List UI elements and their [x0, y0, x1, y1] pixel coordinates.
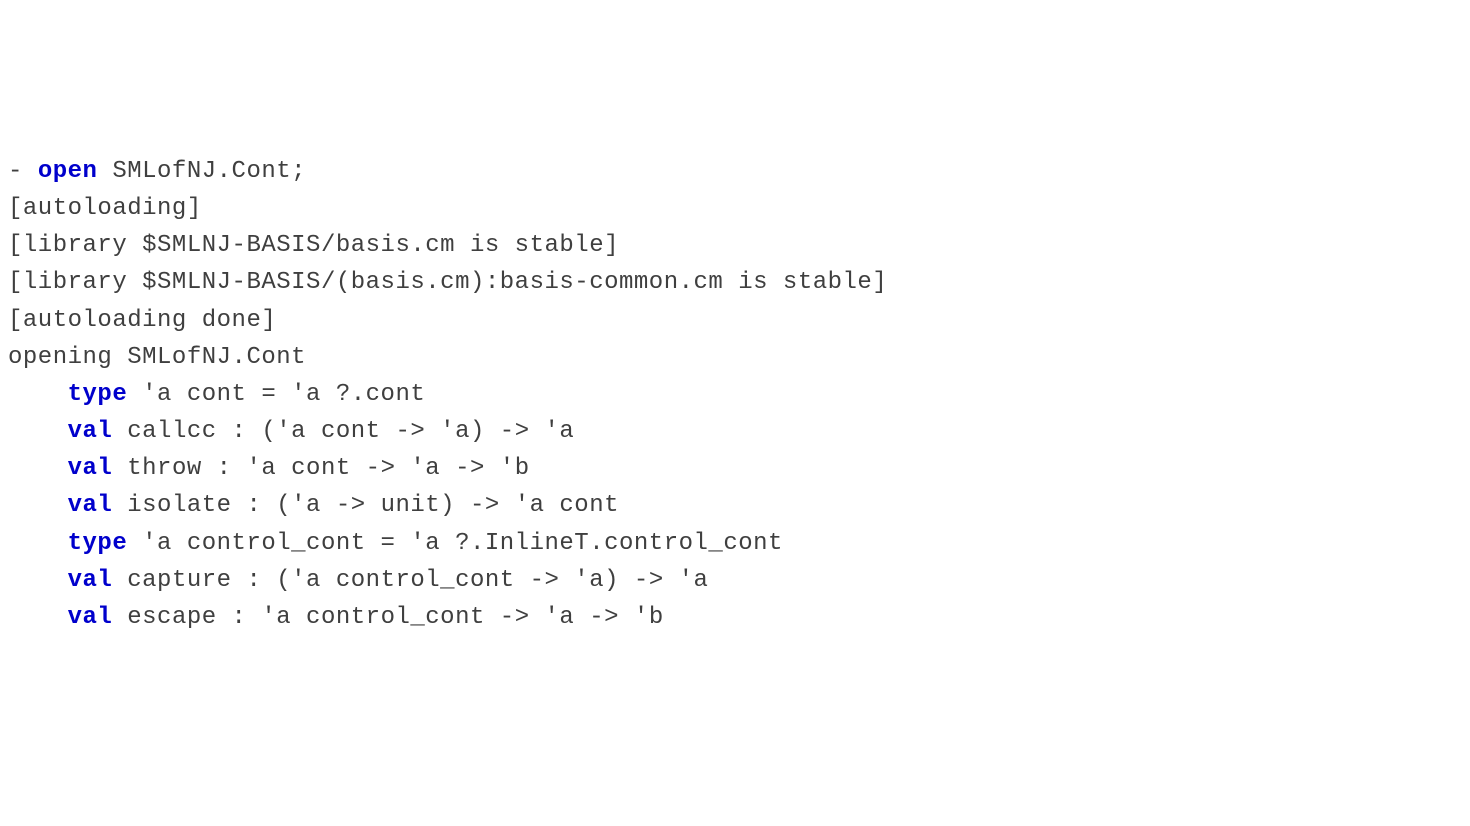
keyword-type: type: [68, 381, 128, 408]
type-control-cont-def: 'a control_cont = 'a ?.InlineT.control_c…: [127, 530, 783, 557]
indent: [8, 530, 68, 557]
keyword-val: val: [68, 455, 113, 482]
code-block: - open SMLofNJ.Cont; [autoloading] [libr…: [8, 153, 1462, 636]
indent: [8, 604, 68, 631]
line-type-cont: type 'a cont = 'a ?.cont: [8, 381, 425, 408]
open-argument: SMLofNJ.Cont;: [97, 158, 306, 185]
line-opening: opening SMLofNJ.Cont: [8, 344, 306, 371]
line-val-capture: val capture : ('a control_cont -> 'a) ->…: [8, 567, 708, 594]
prompt-dash: -: [8, 158, 38, 185]
line-library-basis-common: [library $SMLNJ-BASIS/(basis.cm):basis-c…: [8, 269, 887, 296]
indent: [8, 567, 68, 594]
indent: [8, 492, 68, 519]
keyword-type: type: [68, 530, 128, 557]
line-val-throw: val throw : 'a cont -> 'a -> 'b: [8, 455, 530, 482]
indent: [8, 418, 68, 445]
line-val-escape: val escape : 'a control_cont -> 'a -> 'b: [8, 604, 664, 631]
line-val-isolate: val isolate : ('a -> unit) -> 'a cont: [8, 492, 619, 519]
type-cont-def: 'a cont = 'a ?.cont: [127, 381, 425, 408]
line-library-basis: [library $SMLNJ-BASIS/basis.cm is stable…: [8, 232, 619, 259]
line-0: - open SMLofNJ.Cont;: [8, 158, 306, 185]
indent: [8, 381, 68, 408]
val-capture-sig: capture : ('a control_cont -> 'a) -> 'a: [112, 567, 708, 594]
line-autoloading: [autoloading]: [8, 195, 202, 222]
val-callcc-sig: callcc : ('a cont -> 'a) -> 'a: [112, 418, 574, 445]
keyword-val: val: [68, 492, 113, 519]
keyword-val: val: [68, 567, 113, 594]
keyword-val: val: [68, 418, 113, 445]
val-escape-sig: escape : 'a control_cont -> 'a -> 'b: [112, 604, 663, 631]
keyword-val: val: [68, 604, 113, 631]
indent: [8, 455, 68, 482]
keyword-open: open: [38, 158, 98, 185]
val-throw-sig: throw : 'a cont -> 'a -> 'b: [112, 455, 529, 482]
val-isolate-sig: isolate : ('a -> unit) -> 'a cont: [112, 492, 619, 519]
line-type-control-cont: type 'a control_cont = 'a ?.InlineT.cont…: [8, 530, 783, 557]
line-autoloading-done: [autoloading done]: [8, 307, 276, 334]
line-val-callcc: val callcc : ('a cont -> 'a) -> 'a: [8, 418, 574, 445]
